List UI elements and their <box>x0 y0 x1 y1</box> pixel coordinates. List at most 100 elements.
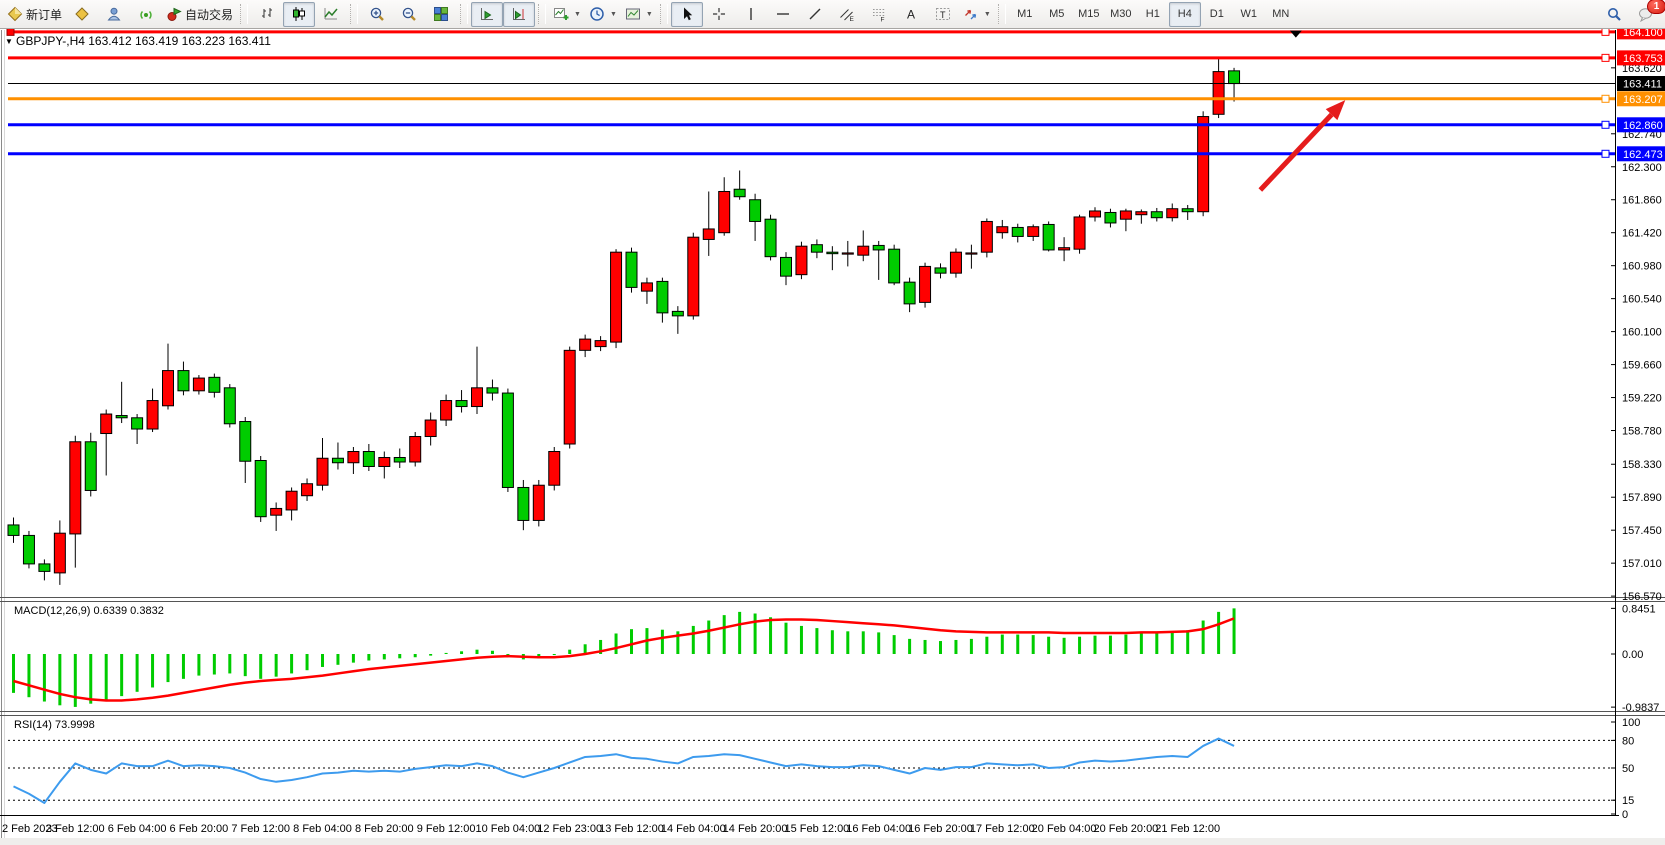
chevron-down-icon: ▼ <box>609 10 617 18</box>
timeframe-m5[interactable]: M5 <box>1041 2 1073 27</box>
timeframe-h4[interactable]: H4 <box>1168 1 1201 27</box>
terminal-button[interactable] <box>98 2 130 27</box>
price-tick-label: 157.010 <box>1622 558 1662 570</box>
timeframe-w1[interactable]: W1 <box>1233 2 1265 27</box>
price-axis-labels: 163.620162.740162.300161.860161.420160.9… <box>1611 63 1662 603</box>
indicators-icon <box>554 8 569 20</box>
cursor-button[interactable] <box>670 1 703 27</box>
candle <box>254 459 267 518</box>
candle <box>702 228 715 240</box>
candle <box>331 457 344 464</box>
price-badge: 162.860 <box>1617 117 1665 133</box>
vertical-line-button[interactable] <box>735 2 767 27</box>
timeframe-w1-label: W1 <box>1240 8 1258 20</box>
rsi-axis-label: 100 <box>1622 717 1640 729</box>
line-anchor[interactable] <box>1601 53 1610 62</box>
date-tick-label: 14 Feb 20:00 <box>723 823 788 835</box>
chart-title: GBPJPY-,H4 163.412 163.419 163.223 163.4… <box>16 34 271 48</box>
auto-trading-button[interactable]: 自动交易 <box>162 2 237 27</box>
timeframe-m5-label: M5 <box>1049 8 1065 20</box>
cursor-icon <box>683 7 693 21</box>
zoom-out-button[interactable] <box>393 2 425 27</box>
candle <box>857 245 870 256</box>
timeframe-m15[interactable]: M15 <box>1073 2 1105 27</box>
candle <box>980 220 993 253</box>
arrows-button[interactable]: ▼ <box>959 2 995 27</box>
rsi-pane: 100 80 50 15 0 <box>8 717 1640 821</box>
fibonacci-button[interactable]: F <box>863 2 895 27</box>
shapes-icon <box>964 9 976 20</box>
chevron-down-icon: ▼ <box>574 10 581 18</box>
auto-scroll-button[interactable] <box>471 1 504 27</box>
candle <box>949 251 962 274</box>
new-order-button[interactable]: 新订单 <box>3 2 66 27</box>
signals-button[interactable] <box>130 2 162 27</box>
text-button[interactable]: A <box>895 2 927 27</box>
zoom-in-button[interactable] <box>361 2 393 27</box>
candle <box>671 310 684 317</box>
line-anchor[interactable] <box>6 27 15 36</box>
trend-arrow-annotation[interactable] <box>1258 100 1346 192</box>
candle <box>455 400 468 408</box>
timeframe-m1[interactable]: M1 <box>1009 2 1041 27</box>
candlestick-button[interactable] <box>283 1 316 27</box>
line-anchor[interactable] <box>1601 120 1610 129</box>
candle <box>1119 210 1132 220</box>
line-anchor[interactable] <box>1601 149 1610 158</box>
line-anchor[interactable] <box>1601 27 1610 36</box>
periods-button[interactable]: ▼ <box>585 2 621 27</box>
candle <box>1212 71 1225 115</box>
candle <box>810 244 823 253</box>
candle <box>177 370 190 392</box>
crosshair-button[interactable] <box>703 2 735 27</box>
candle <box>301 483 314 497</box>
toolbar-separator <box>538 4 547 24</box>
timeframe-m30-label: M30 <box>1110 8 1132 20</box>
diamond-icon <box>75 7 89 21</box>
candle <box>841 252 854 255</box>
price-badge: 163.207 <box>1617 91 1665 107</box>
candle <box>1135 211 1148 216</box>
candle <box>640 282 653 292</box>
timeframe-d1[interactable]: D1 <box>1201 2 1233 27</box>
price-tick-label: 162.300 <box>1622 162 1662 174</box>
timeframe-m30[interactable]: M30 <box>1105 2 1137 27</box>
triangle-marker[interactable] <box>1289 30 1302 38</box>
candle <box>903 281 916 305</box>
line-anchor[interactable] <box>1601 94 1610 103</box>
rsi-axis-label: 50 <box>1622 763 1634 775</box>
toolbar-separator <box>460 4 469 24</box>
candle <box>1150 211 1163 219</box>
symbol-dropdown-icon[interactable]: ▼ <box>5 37 13 46</box>
macd-axis-label: 0.00 <box>1622 649 1643 661</box>
search-button[interactable] <box>1598 2 1630 27</box>
candle <box>1073 216 1086 250</box>
equidistant-channel-button[interactable]: E <box>831 2 863 27</box>
date-tick-label: 2 Feb 2023 <box>2 823 58 835</box>
svg-text:T: T <box>940 10 946 20</box>
trendline-button[interactable] <box>799 2 831 27</box>
candle <box>100 413 113 435</box>
price-tick-label: 159.220 <box>1622 393 1662 405</box>
text-label-button[interactable]: T <box>927 2 959 27</box>
candle <box>1089 210 1101 218</box>
tile-windows-button[interactable] <box>425 2 457 27</box>
chevron-down-icon: ▼ <box>983 10 991 18</box>
indicators-button[interactable]: ▼ <box>549 2 585 27</box>
templates-button[interactable]: ▼ <box>621 2 657 27</box>
price-tick-label: 160.540 <box>1622 294 1662 306</box>
timeframe-h1[interactable]: H1 <box>1137 2 1169 27</box>
candle <box>872 244 885 251</box>
candle <box>718 190 731 234</box>
zoom-in-icon <box>370 7 384 21</box>
line-chart-button[interactable] <box>315 2 347 27</box>
bar-chart-button[interactable] <box>251 2 283 27</box>
chat-button[interactable]: 1 <box>1630 0 1665 27</box>
timeframe-mn[interactable]: MN <box>1265 2 1297 27</box>
new-chart-button[interactable] <box>66 2 98 27</box>
autotrade-icon <box>167 7 182 21</box>
tile-windows-icon <box>434 7 449 21</box>
chart-shift-button[interactable] <box>503 1 536 27</box>
horizontal-line-button[interactable] <box>767 2 799 27</box>
